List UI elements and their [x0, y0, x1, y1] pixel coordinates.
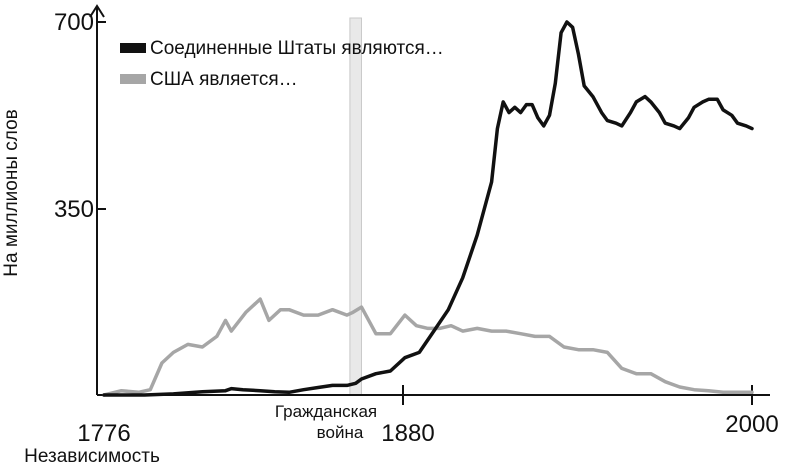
x-tick-label-1880: 1880 [381, 420, 434, 447]
x-tick-label-2000: 2000 [725, 411, 778, 438]
y-axis-arrow-icon [89, 4, 105, 18]
y-tick-label-700: 700 [54, 9, 94, 36]
legend-swatch-series-1 [120, 43, 146, 53]
series-line-2 [102, 297, 754, 397]
legend-swatch-series-2 [120, 74, 146, 84]
y-axis-label: На миллионы слов [1, 109, 22, 276]
legend-label-series-1: Соединенные Штаты являются… [150, 38, 444, 59]
y-tick-label-350: 350 [54, 196, 94, 223]
series-line-1 [102, 20, 754, 397]
legend: Соединенные Штаты являются… США является… [120, 38, 444, 90]
x-tick-label-1776: 1776 [77, 420, 130, 447]
legend-label-series-2: США является… [150, 69, 298, 90]
x-axis-label: Независимость [24, 446, 160, 466]
series-layer [102, 20, 754, 397]
civil-war-band [349, 17, 362, 396]
civil-war-label-line1: Гражданская [275, 402, 377, 421]
civil-war-label-line2: война [317, 423, 364, 442]
